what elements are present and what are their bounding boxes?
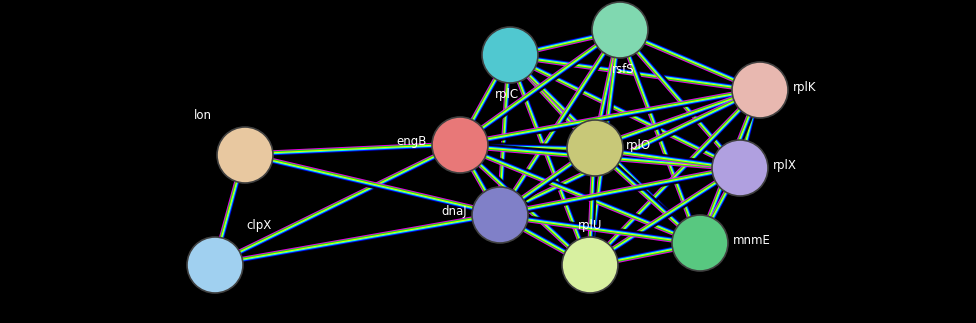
Circle shape	[672, 215, 728, 271]
Circle shape	[472, 187, 528, 243]
Text: lon: lon	[194, 109, 212, 122]
Circle shape	[187, 237, 243, 293]
Text: rplO: rplO	[626, 139, 651, 151]
Text: rsfS: rsfS	[612, 63, 634, 76]
Text: rplC: rplC	[495, 88, 519, 101]
Text: dnaJ: dnaJ	[441, 205, 467, 218]
Text: rplX: rplX	[773, 159, 796, 172]
Circle shape	[562, 237, 618, 293]
Text: rplK: rplK	[793, 80, 817, 93]
Circle shape	[482, 27, 538, 83]
Circle shape	[592, 2, 648, 58]
Text: mnmE: mnmE	[733, 234, 771, 246]
Text: clpX: clpX	[246, 219, 271, 232]
Circle shape	[432, 117, 488, 173]
Circle shape	[217, 127, 273, 183]
Text: engB: engB	[396, 136, 427, 149]
Circle shape	[712, 140, 768, 196]
Text: rplU: rplU	[578, 219, 602, 232]
Circle shape	[567, 120, 623, 176]
Circle shape	[732, 62, 788, 118]
